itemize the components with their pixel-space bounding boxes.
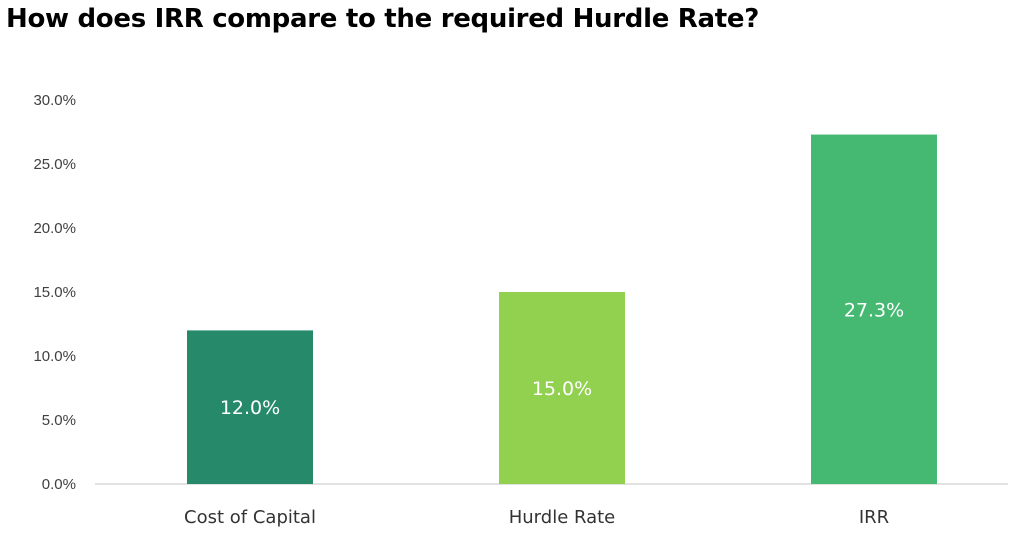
- y-tick-label: 0.0%: [42, 476, 76, 493]
- y-axis: 0.0% 5.0% 10.0% 15.0% 20.0% 25.0% 30.0%: [33, 92, 76, 493]
- y-tick-label: 30.0%: [33, 92, 76, 109]
- bar: [187, 330, 313, 484]
- x-category-label: IRR: [859, 507, 889, 528]
- x-category-label: Cost of Capital: [184, 507, 316, 528]
- bar: [811, 134, 937, 484]
- chart-title: How does IRR compare to the required Hur…: [6, 4, 760, 34]
- bar: [499, 292, 625, 484]
- data-label: 12.0%: [220, 397, 280, 419]
- bars: 12.0% 15.0% 27.3%: [187, 134, 937, 484]
- y-tick-label: 10.0%: [33, 348, 76, 365]
- y-tick-label: 20.0%: [33, 220, 76, 237]
- x-category-label: Hurdle Rate: [509, 507, 616, 528]
- y-tick-label: 25.0%: [33, 156, 76, 173]
- data-label: 27.3%: [844, 299, 904, 321]
- y-tick-label: 5.0%: [42, 412, 76, 429]
- category-labels: Cost of Capital Hurdle Rate IRR: [184, 507, 889, 528]
- y-tick-label: 15.0%: [33, 284, 76, 301]
- data-label: 15.0%: [532, 378, 592, 400]
